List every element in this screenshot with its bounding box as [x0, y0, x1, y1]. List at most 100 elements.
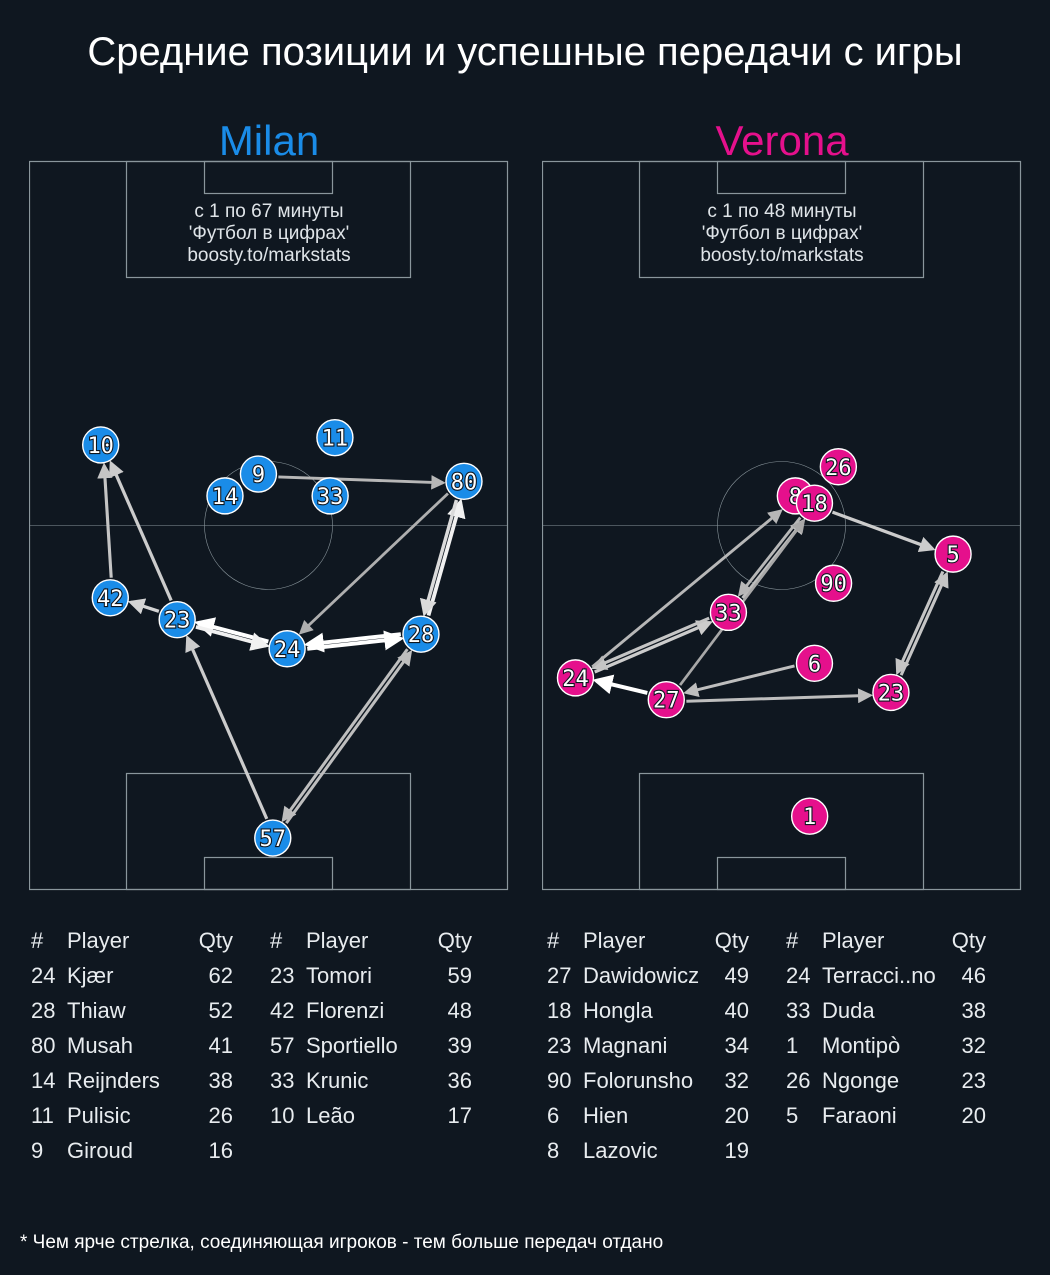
pass-arrows: [591, 509, 949, 704]
player-marker-80[interactable]: 80: [445, 462, 483, 501]
player-marker-6[interactable]: 6: [795, 644, 834, 683]
player-number: 80: [31, 1033, 56, 1058]
penalty-area-bottom: [638, 772, 925, 891]
player-name: Terracci..no: [822, 963, 936, 988]
player-marker-24[interactable]: 24: [556, 659, 595, 697]
player-name: Hongla: [583, 998, 653, 1023]
player-dot: [709, 593, 748, 632]
team-name-verona: Verona: [715, 117, 849, 164]
player-dot: [814, 564, 853, 602]
pass-arrow-5-to-23: [895, 570, 945, 676]
player-dot: [556, 659, 595, 697]
pass-qty: 38: [208, 1068, 233, 1093]
player-number: 26: [786, 1068, 811, 1093]
pitch-milan: 10 11 9 14 33 80 42 23 24 28 57: [29, 160, 509, 891]
player-name: Player: [67, 928, 130, 953]
player-number: 10: [270, 1103, 295, 1128]
player-number-label: 23: [878, 681, 905, 706]
player-marker-26[interactable]: 26: [819, 448, 858, 486]
player-dot: [934, 535, 972, 573]
player-marker-10[interactable]: 10: [81, 426, 120, 464]
pass-qty: Qty: [951, 928, 986, 953]
player-number: 42: [270, 998, 295, 1023]
player-number: 11: [31, 1103, 54, 1128]
player-number: 27: [547, 963, 572, 988]
pass-qty: Qty: [714, 928, 749, 953]
player-number-label: 90: [820, 572, 847, 597]
player-dot: [239, 455, 278, 493]
player-name: Montipò: [822, 1033, 901, 1058]
player-name: Leão: [306, 1103, 355, 1128]
pass-arrow-27-to-23: [686, 688, 874, 704]
pass-qty: 40: [724, 998, 749, 1023]
pass-arrow-80-to-28: [419, 499, 459, 617]
player-number-label: 11: [322, 427, 349, 452]
player-marker-42[interactable]: 42: [91, 579, 129, 617]
pass-arrow-33-to-24: [591, 616, 710, 670]
player-number-label: 27: [653, 689, 680, 714]
player-number-label: 42: [97, 587, 124, 612]
goal-area-top: [203, 160, 334, 195]
player-marker-57[interactable]: 57: [254, 819, 292, 857]
player-dot: [254, 819, 292, 857]
pass-arrow-57-to-23: [185, 635, 269, 820]
player-number-label: 6: [808, 652, 821, 677]
note-line: 'Футбол в цифрах': [701, 223, 863, 244]
player-number-label: 18: [801, 492, 828, 517]
player-marker-33[interactable]: 33: [311, 477, 349, 515]
match-note-verona: с 1 по 48 минуты 'Футбол в цифрах' boost…: [542, 201, 1022, 267]
pass-arrow-28-to-24: [303, 632, 402, 653]
player-marker-5[interactable]: 5: [934, 535, 972, 573]
player-dot: [647, 681, 685, 719]
player-marker-11[interactable]: 11: [316, 418, 354, 457]
player-dot: [795, 644, 834, 683]
player-number: 1: [786, 1033, 799, 1058]
player-number: 24: [786, 963, 811, 988]
player-marker-23[interactable]: 23: [158, 600, 196, 639]
player-marker-9[interactable]: 9: [239, 455, 278, 493]
pass-qty: 16: [208, 1138, 233, 1163]
player-marker-33[interactable]: 33: [709, 593, 748, 632]
player-number: 33: [270, 1068, 295, 1093]
player-marker-27[interactable]: 27: [647, 681, 685, 719]
verona-panel: Verona 26 8 18 5 90 33 6 24 27 23 1 с 1 по 48 мину…: [542, 0, 1022, 900]
player-name: Player: [822, 928, 885, 953]
player-dot: [206, 477, 244, 515]
player-dot: [268, 630, 306, 668]
player-number: 28: [31, 998, 56, 1023]
pass-arrow-23-to-10: [108, 460, 173, 602]
player-dot: [81, 426, 120, 464]
player-number: #: [547, 928, 560, 953]
player-marker-28[interactable]: 28: [402, 615, 440, 653]
player-number: 33: [786, 998, 811, 1023]
player-marker-18[interactable]: 18: [795, 484, 834, 522]
player-number: 24: [31, 963, 56, 988]
player-number-label: 1: [803, 805, 816, 830]
player-marker-1[interactable]: 1: [790, 797, 829, 835]
player-name: Giroud: [67, 1138, 134, 1163]
pass-qty: 38: [961, 998, 986, 1023]
pass-qty: 49: [724, 963, 749, 988]
player-name: Folorunsho: [583, 1068, 694, 1093]
player-marker-14[interactable]: 14: [206, 477, 244, 515]
player-name: Pulisic: [67, 1103, 131, 1128]
player-number: #: [786, 928, 799, 953]
player-marker-24[interactable]: 24: [268, 630, 306, 668]
player-dot: [311, 477, 349, 515]
player-markers: 10 11 9 14 33 80 42 23 24 28 57: [81, 418, 483, 857]
player-name: Hien: [583, 1103, 629, 1128]
pass-qty: Qty: [198, 928, 233, 953]
player-name: Lazovic: [583, 1138, 658, 1163]
player-marker-90[interactable]: 90: [814, 564, 853, 602]
player-name: Magnani: [583, 1033, 668, 1058]
pass-qty: 34: [724, 1033, 749, 1058]
pass-qty: 62: [208, 963, 233, 988]
player-number: 14: [31, 1068, 56, 1093]
player-number: 18: [547, 998, 572, 1023]
player-number-label: 28: [408, 623, 435, 648]
player-dot: [445, 462, 483, 501]
milan-panel: Milan 10 11 9 14 33 80 42 23 24 28 57 с 1 по 67 ми…: [29, 0, 509, 900]
player-marker-23[interactable]: 23: [872, 673, 910, 712]
